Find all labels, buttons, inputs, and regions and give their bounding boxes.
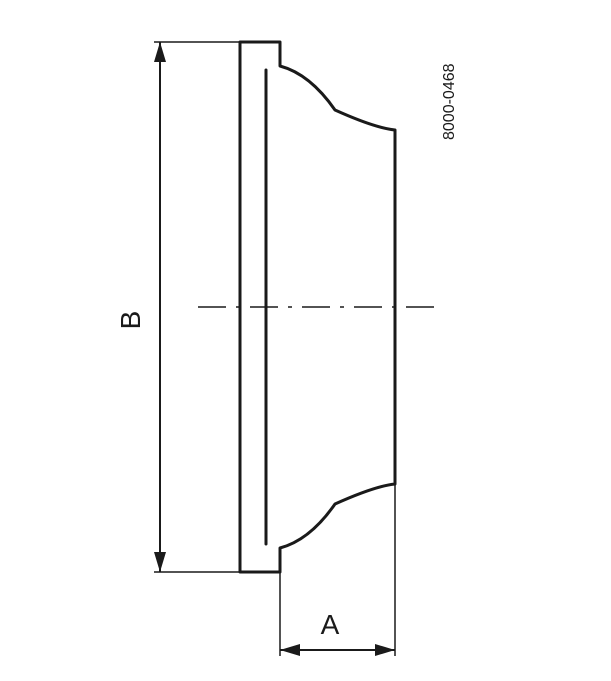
part-number-text: 8000-0468 (441, 63, 458, 140)
dimension-b-text: B (115, 311, 146, 330)
dimension-a-text: A (321, 609, 340, 640)
